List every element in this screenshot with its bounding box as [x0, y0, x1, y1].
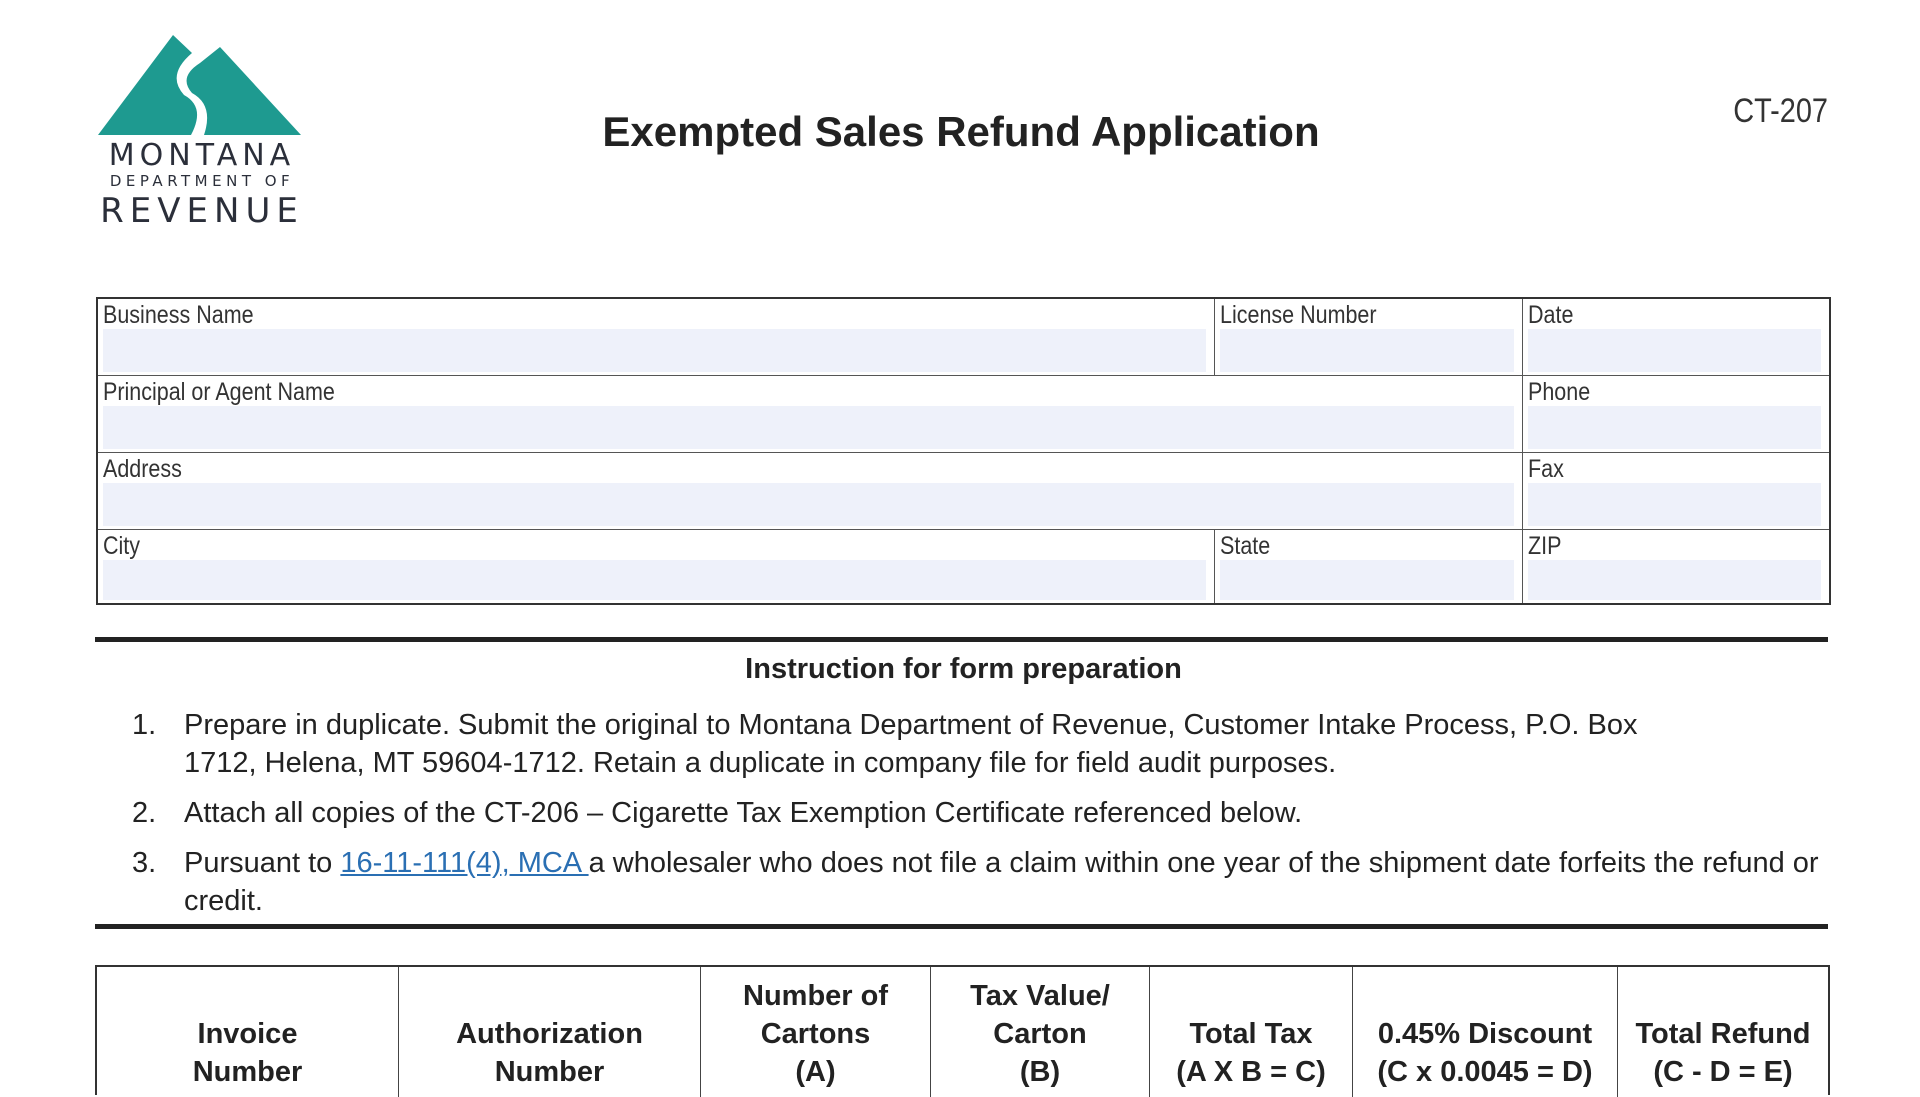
form-number: CT-207 [1733, 92, 1828, 130]
header-total-refund: Total Refund (C - D = E) [1635, 1018, 1811, 1088]
divider [95, 637, 1828, 642]
page-title: Exempted Sales Refund Application [602, 108, 1320, 155]
principal-name-cell: Principal or Agent Name [98, 376, 1523, 453]
divider [95, 924, 1828, 929]
mca-statute-link[interactable]: 16-11-111(4), MCA [340, 847, 589, 879]
zip-cell: ZIP [1523, 530, 1829, 603]
business-info-form: Business Name License Number Date Princi… [96, 297, 1831, 605]
header-number-of-cartons: Number of Cartons (A) [701, 967, 931, 1097]
license-number-input[interactable] [1220, 329, 1514, 372]
state-cell: State [1215, 530, 1523, 603]
principal-name-input[interactable] [103, 406, 1514, 449]
instructions-heading: Instruction for form preparation [745, 653, 1182, 685]
header-tax-value-carton: Tax Value/Carton (B) [931, 967, 1150, 1097]
address-cell: Address [98, 453, 1523, 530]
montana-dor-logo: MONTANA DEPARTMENT OF REVENUE [96, 35, 308, 231]
state-input[interactable] [1220, 560, 1514, 600]
fax-cell: Fax [1523, 453, 1829, 530]
svg-text:REVENUE: REVENUE [100, 191, 304, 227]
header-invoice-number: Invoice Number [97, 967, 399, 1097]
refund-table-header: Invoice Number Authorization Number Number… [95, 965, 1830, 1097]
phone-input[interactable] [1528, 406, 1821, 449]
header-discount: 0.45% Discount (C x 0.0045 = D) [1353, 967, 1618, 1097]
city-cell: City [98, 530, 1215, 603]
license-number-cell: License Number [1215, 299, 1523, 376]
date-input[interactable] [1528, 329, 1821, 372]
header-authorization-number: Authorization Number [399, 967, 701, 1097]
phone-cell: Phone [1523, 376, 1829, 453]
business-name-cell: Business Name [98, 299, 1215, 376]
date-cell: Date [1523, 299, 1829, 376]
business-name-input[interactable] [103, 329, 1206, 372]
zip-input[interactable] [1528, 560, 1821, 600]
logo-montana: MONTANA [109, 138, 295, 173]
fax-input[interactable] [1528, 483, 1821, 526]
header-total-tax: Total Tax (A X B = C) [1150, 967, 1353, 1097]
svg-text:DEPARTMENT OF: DEPARTMENT OF [110, 172, 294, 190]
address-input[interactable] [103, 483, 1514, 526]
city-input[interactable] [103, 560, 1206, 600]
